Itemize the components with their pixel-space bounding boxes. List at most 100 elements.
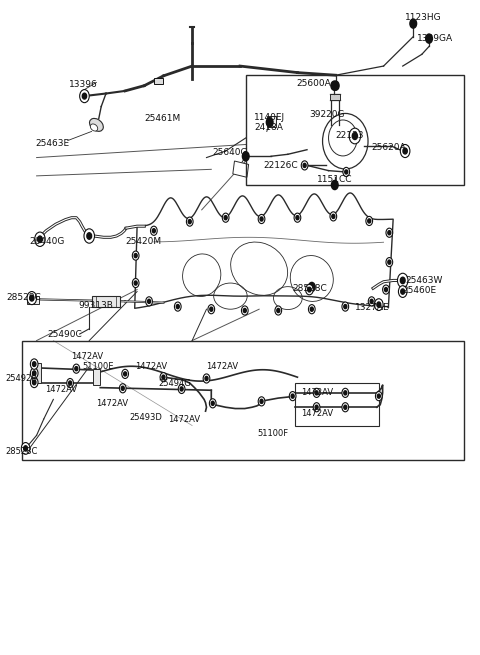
Text: 1472AV: 1472AV — [135, 362, 167, 371]
Circle shape — [401, 289, 405, 294]
Text: 51100E: 51100E — [82, 362, 114, 371]
Text: 2418A: 2418A — [254, 123, 283, 132]
Circle shape — [80, 90, 89, 103]
Circle shape — [21, 443, 30, 455]
Circle shape — [33, 371, 36, 375]
Circle shape — [344, 305, 347, 309]
Bar — [295, 383, 379, 426]
Text: 28528C: 28528C — [293, 284, 327, 293]
Circle shape — [384, 288, 387, 291]
Circle shape — [146, 297, 153, 306]
Circle shape — [258, 214, 265, 223]
Circle shape — [331, 180, 338, 189]
Circle shape — [368, 297, 375, 306]
Text: 1472AV: 1472AV — [168, 415, 200, 424]
Bar — [330, 94, 339, 100]
Text: 99313B: 99313B — [78, 301, 113, 310]
Text: 1472AV: 1472AV — [96, 399, 129, 408]
Text: 1472AV: 1472AV — [206, 362, 239, 371]
Ellipse shape — [89, 119, 103, 132]
Circle shape — [398, 286, 407, 297]
Circle shape — [178, 384, 185, 394]
Text: 28528C: 28528C — [5, 447, 38, 456]
Circle shape — [308, 288, 311, 292]
Circle shape — [342, 403, 348, 412]
Circle shape — [124, 372, 127, 376]
Text: 1472AV: 1472AV — [45, 385, 77, 394]
Text: 25600A: 25600A — [297, 79, 331, 88]
Circle shape — [132, 251, 139, 260]
Bar — [233, 161, 249, 178]
Text: 51100F: 51100F — [257, 429, 288, 438]
Circle shape — [75, 367, 78, 371]
Circle shape — [275, 306, 282, 315]
Circle shape — [368, 219, 371, 223]
Circle shape — [313, 403, 320, 412]
Circle shape — [222, 213, 229, 222]
Circle shape — [344, 391, 347, 395]
Circle shape — [289, 392, 296, 401]
Bar — [246, 75, 464, 185]
Circle shape — [375, 392, 382, 401]
Text: 25640G: 25640G — [212, 149, 248, 157]
Circle shape — [377, 302, 381, 307]
Circle shape — [122, 369, 129, 379]
Circle shape — [33, 362, 36, 366]
Circle shape — [224, 215, 227, 219]
Circle shape — [315, 405, 318, 409]
Circle shape — [410, 19, 417, 28]
Circle shape — [69, 381, 72, 385]
Circle shape — [370, 299, 373, 303]
Text: 1472AV: 1472AV — [301, 409, 334, 419]
Circle shape — [151, 226, 157, 235]
Circle shape — [203, 374, 210, 383]
Circle shape — [397, 273, 408, 288]
Text: 13396: 13396 — [69, 80, 97, 89]
Circle shape — [27, 291, 36, 305]
Circle shape — [344, 405, 347, 409]
Text: 1339GA: 1339GA — [417, 34, 453, 43]
Circle shape — [345, 170, 348, 174]
Circle shape — [186, 217, 193, 226]
Circle shape — [205, 377, 208, 381]
Circle shape — [342, 302, 348, 311]
Bar — [34, 364, 41, 383]
Circle shape — [332, 214, 335, 219]
Circle shape — [343, 168, 349, 176]
Circle shape — [277, 309, 280, 312]
Bar — [267, 116, 276, 128]
Circle shape — [342, 388, 348, 398]
Circle shape — [188, 219, 191, 223]
Circle shape — [383, 285, 389, 294]
Text: 25490C: 25490C — [48, 329, 83, 339]
Text: 25492B: 25492B — [5, 374, 37, 383]
Circle shape — [134, 253, 137, 257]
Circle shape — [313, 388, 320, 398]
Circle shape — [160, 373, 167, 382]
Circle shape — [400, 277, 405, 284]
Ellipse shape — [90, 124, 98, 131]
Circle shape — [291, 394, 294, 398]
Circle shape — [294, 213, 301, 222]
Circle shape — [180, 387, 183, 391]
Circle shape — [426, 34, 432, 43]
Circle shape — [260, 400, 263, 403]
Circle shape — [315, 391, 318, 395]
Circle shape — [37, 236, 42, 242]
Text: 1123HG: 1123HG — [405, 12, 442, 22]
Circle shape — [386, 257, 393, 267]
Circle shape — [120, 384, 126, 393]
Circle shape — [30, 295, 34, 301]
Circle shape — [266, 118, 273, 127]
Circle shape — [134, 281, 137, 285]
Circle shape — [306, 284, 313, 295]
Circle shape — [30, 359, 38, 369]
Text: 25460E: 25460E — [403, 286, 437, 295]
Bar — [155, 78, 163, 84]
Circle shape — [388, 260, 391, 264]
Text: 22133: 22133 — [336, 132, 364, 140]
Circle shape — [208, 305, 215, 314]
Circle shape — [296, 215, 299, 219]
Circle shape — [332, 81, 339, 90]
Text: 25620A: 25620A — [372, 143, 406, 152]
